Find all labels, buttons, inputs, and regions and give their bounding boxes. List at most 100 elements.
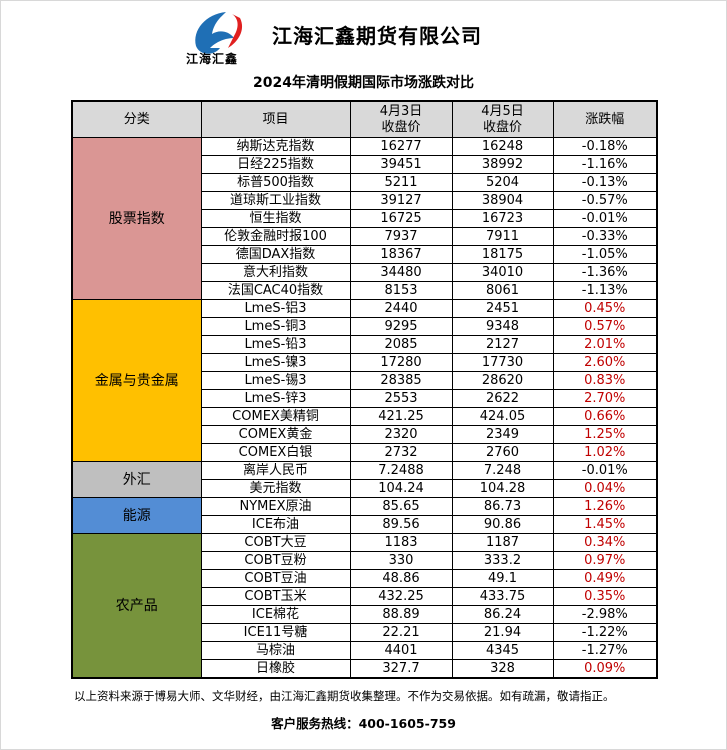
item-cell: NYMEX原油 [200,497,351,516]
change-cell: 0.57% [552,317,658,336]
close-apr5-cell: 2451 [451,299,554,318]
close-apr5-cell: 433.75 [451,587,554,606]
item-cell: 日橡胶 [200,659,351,679]
table-row: 农产品 COBT大豆 1183 1187 0.34% [71,533,658,679]
table-row: 德国DAX指数 18367 18175 -1.05% [72,245,658,264]
market-table: 分类 项目 4月3日 收盘价 4月5日 收盘价 涨跌幅 股票指数 纳斯达克指数 16277 162… [71,100,658,679]
table-row: LmeS-镍3 17280 17730 2.60% [72,353,658,372]
item-cell: COMEX美精铜 [200,407,351,426]
close-apr5-cell: 86.24 [451,605,554,624]
close-apr3-cell: 2553 [349,389,453,408]
close-apr3-cell: 28385 [349,371,453,390]
item-cell: 马棕油 [200,641,351,660]
item-cell: 标普500指数 [200,173,351,192]
item-cell: COBT豆粉 [200,551,351,570]
table-row: COMEX白银 2732 2760 1.02% [72,443,658,462]
page-title: 2024年清明假期国际市场涨跌对比 [253,75,474,91]
change-cell: -0.57% [552,191,658,210]
close-apr3-cell: 2085 [349,335,453,354]
item-cell: LmeS-锡3 [200,371,351,390]
close-apr5-cell: 38904 [451,191,554,210]
close-apr3-cell: 16277 [349,137,453,156]
table-row: 标普500指数 5211 5204 -0.13% [72,173,658,192]
change-cell: -2.98% [552,605,658,624]
close-apr5-cell: 328 [451,659,554,679]
close-apr3-cell: 104.24 [349,479,453,498]
table-row: LmeS-锌3 2553 2622 2.70% [72,389,658,408]
table-row: 马棕油 4401 4345 -1.27% [72,641,658,660]
close-apr5-cell: 38992 [451,155,554,174]
change-cell: 2.70% [552,389,658,408]
item-cell: COBT豆油 [200,569,351,588]
table-row: LmeS-铅3 2085 2127 2.01% [72,335,658,354]
change-cell: -1.36% [552,263,658,282]
change-cell: 0.49% [552,569,658,588]
change-cell: -0.13% [552,173,658,192]
close-apr5-cell: 21.94 [451,623,554,642]
column-header: 分类 [71,100,202,138]
item-cell: 美元指数 [200,479,351,498]
change-cell: -0.18% [552,137,658,156]
company-name: 江海汇鑫期货有限公司 [272,24,482,48]
close-apr3-cell: 17280 [349,353,453,372]
table-row: ICE布油 89.56 90.86 1.45% [72,515,658,534]
change-cell: 0.04% [552,479,658,498]
change-cell: -0.33% [552,227,658,246]
close-apr5-cell: 8061 [451,281,554,300]
close-apr3-cell: 85.65 [349,497,453,516]
column-header: 项目 [200,100,351,138]
close-apr5-cell: 28620 [451,371,554,390]
close-apr5-cell: 2349 [451,425,554,444]
item-cell: ICE11号糖 [200,623,351,642]
close-apr3-cell: 48.86 [349,569,453,588]
header-row: 分类 项目 4月3日 收盘价 4月5日 收盘价 涨跌幅 [71,100,658,138]
table-row: 金属与贵金属 LmeS-铝3 2440 2451 0.45% [71,299,658,462]
close-apr3-cell: 7937 [349,227,453,246]
change-cell: 2.01% [552,335,658,354]
change-cell: -1.16% [552,155,658,174]
company-logo [195,12,243,54]
change-cell: 0.83% [552,371,658,390]
hotline: 客户服务热线：400-1605-759 [271,716,456,731]
category-cell: 金属与贵金属 [71,299,202,462]
close-apr5-cell: 2760 [451,443,554,462]
item-cell: 离岸人民币 [200,461,351,480]
item-cell: COBT大豆 [200,533,351,552]
close-apr3-cell: 2320 [349,425,453,444]
table-row: 股票指数 纳斯达克指数 16277 16248 -0.18% [71,137,658,300]
close-apr3-cell: 2440 [349,299,453,318]
close-apr5-cell: 424.05 [451,407,554,426]
column-header: 4月3日 收盘价 [349,100,453,138]
close-apr5-cell: 34010 [451,263,554,282]
close-apr3-cell: 4401 [349,641,453,660]
change-cell: 1.26% [552,497,658,516]
close-apr3-cell: 39127 [349,191,453,210]
item-cell: LmeS-铅3 [200,335,351,354]
close-apr5-cell: 90.86 [451,515,554,534]
item-cell: COMEX白银 [200,443,351,462]
change-cell: -0.01% [552,461,658,480]
close-apr5-cell: 1187 [451,533,554,552]
item-cell: LmeS-铜3 [200,317,351,336]
change-cell: 1.02% [552,443,658,462]
close-apr5-cell: 16723 [451,209,554,228]
close-apr3-cell: 330 [349,551,453,570]
change-cell: 1.45% [552,515,658,534]
source-note: 以上资料来源于博易大师、文华财经，由江海汇鑫期货收集整理。不作为交易依据。如有疏… [74,689,615,703]
item-cell: ICE棉花 [200,605,351,624]
close-apr3-cell: 2732 [349,443,453,462]
change-cell: -1.27% [552,641,658,660]
item-cell: 纳斯达克指数 [200,137,351,156]
category-cell: 股票指数 [71,137,202,300]
change-cell: 1.25% [552,425,658,444]
column-header: 4月5日 收盘价 [451,100,554,138]
logo-text: 江海汇鑫 [186,52,239,66]
item-cell: COMEX黄金 [200,425,351,444]
close-apr3-cell: 327.7 [349,659,453,679]
change-cell: -1.22% [552,623,658,642]
close-apr5-cell: 17730 [451,353,554,372]
table-row: ICE11号糖 22.21 21.94 -1.22% [72,623,658,642]
column-header: 涨跌幅 [552,100,658,138]
table-row: COMEX美精铜 421.25 424.05 0.66% [72,407,658,426]
item-cell: 法国CAC40指数 [200,281,351,300]
